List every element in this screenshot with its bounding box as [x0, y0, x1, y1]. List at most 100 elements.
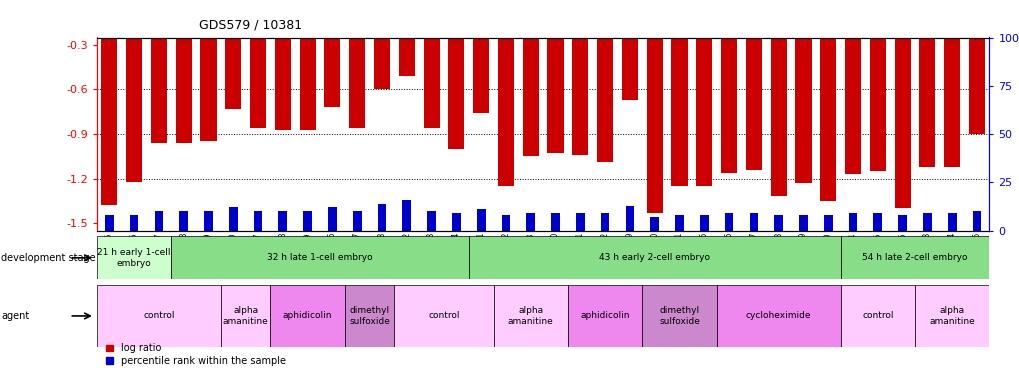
- Bar: [200, 38, 216, 141]
- Bar: [968, 38, 984, 134]
- Bar: [869, 38, 886, 171]
- Bar: [848, 213, 857, 231]
- Text: 21 h early 1-cell
embryо: 21 h early 1-cell embryо: [97, 248, 170, 267]
- Bar: [972, 211, 980, 231]
- Bar: [228, 207, 237, 231]
- Bar: [650, 217, 658, 231]
- Bar: [225, 38, 242, 109]
- Bar: [947, 213, 956, 231]
- Bar: [398, 38, 415, 76]
- Bar: [526, 213, 535, 231]
- Bar: [129, 215, 139, 231]
- Bar: [221, 285, 270, 347]
- Bar: [97, 236, 171, 279]
- Bar: [944, 38, 959, 167]
- Bar: [716, 285, 840, 347]
- Bar: [377, 204, 386, 231]
- Bar: [576, 213, 584, 231]
- Bar: [105, 215, 113, 231]
- Text: control: control: [428, 311, 460, 320]
- Bar: [403, 200, 411, 231]
- Bar: [250, 38, 266, 128]
- Text: control: control: [143, 311, 174, 320]
- Bar: [773, 215, 783, 231]
- Bar: [522, 38, 538, 156]
- Text: alpha
amanitine: alpha amanitine: [507, 306, 553, 326]
- Text: 54 h late 2-cell embryo: 54 h late 2-cell embryo: [861, 254, 967, 262]
- Bar: [823, 215, 832, 231]
- Bar: [898, 215, 906, 231]
- Bar: [278, 211, 287, 231]
- Bar: [675, 215, 683, 231]
- Bar: [646, 38, 662, 213]
- Bar: [324, 38, 340, 107]
- Bar: [374, 38, 389, 90]
- Bar: [622, 38, 637, 100]
- Bar: [770, 38, 786, 197]
- Bar: [600, 213, 609, 231]
- Bar: [126, 38, 142, 182]
- Text: alpha
amanitine: alpha amanitine: [928, 306, 974, 326]
- Bar: [745, 38, 761, 170]
- Text: dimethyl
sulfoxide: dimethyl sulfoxide: [348, 306, 389, 326]
- Bar: [795, 38, 811, 183]
- Bar: [427, 211, 435, 231]
- Bar: [155, 211, 163, 231]
- Bar: [501, 215, 510, 231]
- Text: alpha
amanitine: alpha amanitine: [222, 306, 268, 326]
- Bar: [550, 213, 559, 231]
- Bar: [274, 38, 290, 130]
- Bar: [720, 38, 737, 172]
- Bar: [300, 38, 315, 130]
- Bar: [101, 38, 117, 206]
- Bar: [448, 38, 464, 149]
- Text: 32 h late 1-cell embryo: 32 h late 1-cell embryo: [267, 254, 373, 262]
- Bar: [547, 38, 564, 153]
- Bar: [303, 211, 312, 231]
- Bar: [151, 38, 167, 143]
- Bar: [423, 38, 439, 128]
- Bar: [171, 236, 469, 279]
- Bar: [671, 38, 687, 186]
- Bar: [270, 285, 344, 347]
- Bar: [476, 209, 485, 231]
- Bar: [175, 38, 192, 143]
- Bar: [572, 38, 588, 155]
- Bar: [254, 211, 262, 231]
- Bar: [696, 38, 711, 186]
- Bar: [451, 213, 461, 231]
- Bar: [844, 38, 860, 174]
- Bar: [840, 236, 988, 279]
- Legend: log ratio, percentile rank within the sample: log ratio, percentile rank within the sa…: [102, 339, 289, 370]
- Bar: [344, 285, 394, 347]
- Text: agent: agent: [1, 311, 30, 321]
- Bar: [922, 213, 930, 231]
- Bar: [840, 285, 914, 347]
- Bar: [568, 285, 642, 347]
- Bar: [473, 38, 489, 113]
- Bar: [798, 215, 807, 231]
- Text: GDS579 / 10381: GDS579 / 10381: [199, 19, 302, 32]
- Bar: [749, 213, 757, 231]
- Text: dimethyl
sulfoxide: dimethyl sulfoxide: [658, 306, 699, 326]
- Bar: [348, 38, 365, 128]
- Bar: [97, 285, 221, 347]
- Text: 43 h early 2-cell embryo: 43 h early 2-cell embryo: [598, 254, 709, 262]
- Bar: [914, 285, 988, 347]
- Text: control: control: [861, 311, 893, 320]
- Text: development stage: development stage: [1, 253, 96, 263]
- Text: aphidicolin: aphidicolin: [282, 311, 332, 320]
- Bar: [819, 38, 836, 201]
- Bar: [872, 213, 881, 231]
- Bar: [469, 236, 840, 279]
- Bar: [328, 207, 336, 231]
- Bar: [394, 285, 493, 347]
- Bar: [179, 211, 187, 231]
- Text: cycloheximide: cycloheximide: [745, 311, 811, 320]
- Bar: [699, 215, 708, 231]
- Bar: [642, 285, 716, 347]
- Text: aphidicolin: aphidicolin: [580, 311, 630, 320]
- Bar: [725, 213, 733, 231]
- Bar: [596, 38, 612, 162]
- Bar: [497, 38, 514, 186]
